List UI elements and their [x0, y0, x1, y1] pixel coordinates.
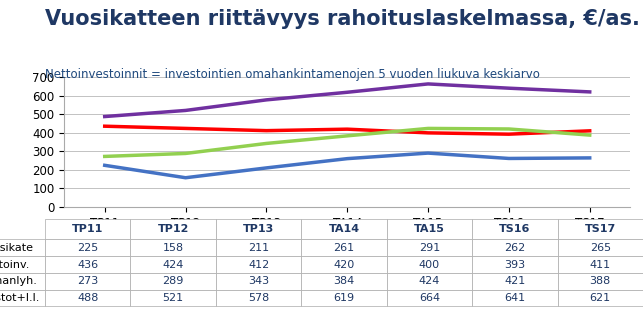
Text: Vuosikatteen riittävyys rahoituslaskelmassa, €/as.: Vuosikatteen riittävyys rahoituslaskelma… — [45, 9, 640, 29]
Text: Nettoinvestoinnit = investointien omahankintamenojen 5 vuoden liukuva keskiarvo: Nettoinvestoinnit = investointien omahan… — [45, 68, 540, 81]
